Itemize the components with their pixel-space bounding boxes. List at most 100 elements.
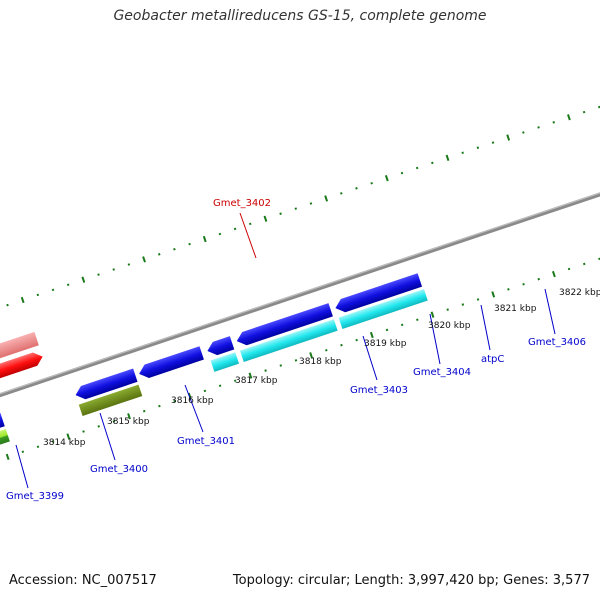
cds-bar-atpc[interactable] xyxy=(210,352,240,372)
leader-gmet-3401 xyxy=(184,384,204,433)
gene-arrow-atpc[interactable] xyxy=(205,336,235,358)
tick-mark xyxy=(324,195,329,202)
tick-mark xyxy=(491,291,496,298)
tick-mark xyxy=(370,181,373,185)
tick-mark xyxy=(582,110,586,114)
gene-label-gmet-3403[interactable]: Gmet_3403 xyxy=(350,385,408,396)
cds-bar-next[interactable] xyxy=(338,289,428,330)
cds-bar-gmet-3406[interactable] xyxy=(239,319,338,363)
kbp-label-3822: 3822 kbp xyxy=(559,288,600,298)
tick-mark xyxy=(400,323,404,327)
tick-mark xyxy=(97,425,100,428)
tick-mark xyxy=(430,311,435,318)
tick-mark xyxy=(36,293,40,297)
tick-mark xyxy=(522,282,525,286)
kbp-label-3821: 3821 kbp xyxy=(494,304,537,314)
leader-gmet-3400 xyxy=(99,412,116,461)
tick-mark xyxy=(263,215,268,222)
tick-mark xyxy=(446,308,449,311)
tick-mark xyxy=(173,247,176,251)
tick-mark xyxy=(294,359,298,362)
tick-mark xyxy=(552,121,555,124)
tick-mark xyxy=(233,227,237,231)
tick-mark xyxy=(507,288,510,291)
tick-mark xyxy=(20,296,25,304)
backbone-highlight xyxy=(0,134,600,454)
gene-label-gmet-3402[interactable]: Gmet_3402 xyxy=(213,198,271,209)
kbp-label-3820: 3820 kbp xyxy=(428,321,471,331)
tick-mark xyxy=(340,343,343,347)
tick-mark xyxy=(188,242,191,246)
tick-mark xyxy=(249,222,252,226)
cds-bar-gmet-3401[interactable] xyxy=(0,429,10,479)
tick-mark xyxy=(112,420,116,423)
tick-mark xyxy=(203,389,207,393)
tick-mark xyxy=(294,207,298,210)
gene-arrow-gmet-3402[interactable] xyxy=(0,350,45,385)
tick-mark xyxy=(415,166,419,170)
cds-bar-gmet-3403[interactable] xyxy=(78,384,143,416)
tick-mark xyxy=(416,318,419,322)
tick-mark xyxy=(279,212,282,215)
gene-arrow-gmet-3406[interactable] xyxy=(235,303,333,348)
tick-mark xyxy=(385,328,389,332)
leader-gmet-3403 xyxy=(362,335,378,381)
kbp-label-3816: 3816 kbp xyxy=(171,396,214,406)
tick-mark xyxy=(582,262,586,266)
tick-mark xyxy=(218,384,222,388)
gene-label-gmet-3400[interactable]: Gmet_3400 xyxy=(90,464,148,475)
tick-mark xyxy=(5,453,10,461)
kbp-label-3815: 3815 kbp xyxy=(107,417,150,427)
tick-mark xyxy=(279,364,283,367)
tick-mark xyxy=(142,409,146,413)
leader-gmet-3402 xyxy=(239,212,257,259)
tick-mark xyxy=(112,268,115,271)
tick-mark xyxy=(6,303,9,307)
inner-tick-track xyxy=(5,257,600,461)
leader-gmet-3404 xyxy=(429,313,441,365)
genome-summary-text: Topology: circular; Length: 3,997,420 bp… xyxy=(232,573,590,588)
gene-label-gmet-3399[interactable]: Gmet_3399 xyxy=(6,491,64,502)
accession-text: Accession: NC_007517 xyxy=(9,573,157,588)
tick-mark xyxy=(202,235,207,243)
tick-mark xyxy=(461,151,464,155)
gene-arrow-gmet-3403[interactable] xyxy=(73,368,138,401)
tick-mark xyxy=(506,134,511,141)
tick-mark xyxy=(567,114,571,121)
kbp-label-3814: 3814 kbp xyxy=(43,438,86,448)
tick-mark xyxy=(461,303,465,306)
tick-mark xyxy=(431,161,434,165)
tick-mark xyxy=(248,372,253,379)
tick-mark xyxy=(384,174,389,182)
tick-mark xyxy=(264,369,267,372)
tick-mark xyxy=(522,131,525,134)
tick-mark xyxy=(476,146,480,149)
gene-arrow-gmet-3404[interactable] xyxy=(137,346,204,380)
tick-mark xyxy=(173,399,176,403)
tick-mark xyxy=(445,154,450,162)
kbp-label-3817: 3817 kbp xyxy=(235,376,278,386)
tick-mark xyxy=(598,257,600,261)
leader-lines xyxy=(15,212,556,489)
tick-mark xyxy=(355,338,358,342)
gene-label-gmet-3404[interactable]: Gmet_3404 xyxy=(413,367,471,378)
tick-mark xyxy=(325,348,328,352)
tick-mark xyxy=(567,267,571,271)
feature-gmet-3402-rna[interactable] xyxy=(0,331,39,367)
forward-strand xyxy=(0,331,45,385)
gene-label-gmet-3401[interactable]: Gmet_3401 xyxy=(177,436,235,447)
tick-mark xyxy=(355,187,358,190)
leader-atpc xyxy=(480,304,491,351)
gene-arrow-next[interactable] xyxy=(333,273,423,315)
tick-mark xyxy=(400,171,404,175)
tick-mark xyxy=(21,450,25,454)
tick-mark xyxy=(36,445,40,448)
tick-mark xyxy=(476,298,480,301)
gene-label-gmet-3406[interactable]: Gmet_3406 xyxy=(528,337,586,348)
gene-label-atpc[interactable]: atpC xyxy=(481,354,504,365)
tick-mark xyxy=(233,379,237,382)
tick-mark xyxy=(218,232,222,236)
tick-mark xyxy=(81,276,86,283)
tick-mark xyxy=(51,440,55,443)
